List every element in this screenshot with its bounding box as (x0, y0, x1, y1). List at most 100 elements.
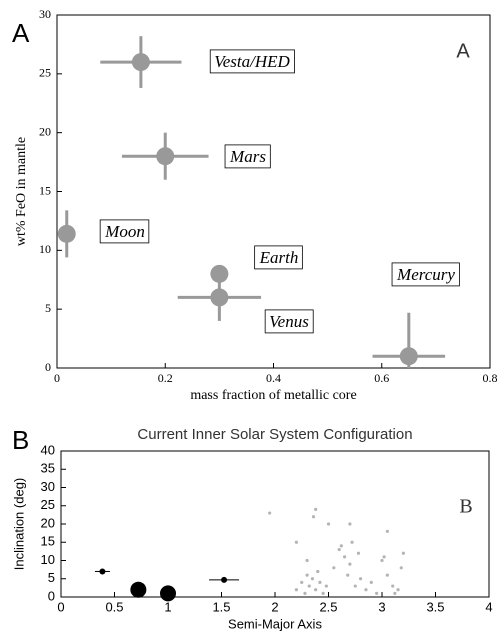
y-tick-label: 25 (39, 66, 51, 80)
panel-label: B (12, 425, 29, 455)
point (156, 147, 175, 166)
asteroid-point (342, 555, 347, 559)
asteroid-point (318, 580, 322, 585)
asteroid-point (346, 573, 350, 577)
point-label: Vesta/HED (214, 52, 290, 71)
asteroid-point (305, 573, 309, 577)
asteroid-point (356, 551, 361, 555)
label-box (99, 219, 150, 244)
x-tick-label: 4 (485, 599, 492, 614)
y-tick-label: 0 (45, 360, 51, 374)
y-axis-label: wt% FeO in mantle (14, 137, 29, 246)
asteroid-point (307, 584, 311, 588)
panel-label: A (12, 18, 30, 48)
series (57, 36, 446, 368)
x-tick-label: 3.5 (426, 599, 444, 614)
y-tick-label: 35 (41, 461, 55, 476)
y-tick-label: 5 (45, 301, 51, 315)
asteroid-point (337, 547, 341, 552)
asteroid-point (300, 580, 304, 585)
label-box (391, 262, 460, 287)
asteroid-point (339, 544, 343, 548)
y-tick-label: 10 (39, 242, 51, 256)
y-tick-label: 20 (41, 515, 55, 530)
asteroid-point (350, 540, 354, 544)
asteroid-point (382, 555, 386, 559)
asteroid-point (310, 577, 315, 581)
asteroid-point (391, 584, 395, 588)
point (221, 576, 228, 583)
x-tick-label: 1.5 (212, 599, 230, 614)
plot-frame (60, 450, 490, 598)
x-tick-label: 2 (271, 599, 278, 614)
x-tick-label: 1 (164, 599, 171, 614)
label-box (264, 309, 314, 334)
y-tick-label: 0 (48, 588, 55, 603)
point-label: Mercury (396, 265, 455, 284)
asteroid-point (268, 511, 272, 515)
label-box (254, 245, 303, 270)
y-tick-label: 15 (41, 534, 55, 549)
point (399, 347, 418, 366)
asteroid-point (326, 522, 331, 526)
asteroid-point (385, 529, 389, 533)
asteroid-point (348, 522, 352, 526)
asteroid-point (399, 566, 403, 570)
point-label: Earth (259, 248, 299, 267)
y-tick-label: 20 (39, 124, 51, 138)
asteroid-point (324, 584, 328, 588)
asteroid-point (294, 540, 298, 544)
y-tick-label: 30 (41, 479, 55, 494)
x-tick-label: 3 (378, 599, 385, 614)
series (268, 507, 405, 595)
asteroid-point (311, 515, 316, 519)
point-label: Venus (269, 312, 309, 331)
y-tick-label: 25 (41, 497, 55, 512)
y-tick-label: 40 (41, 442, 55, 457)
point (130, 581, 147, 598)
label-box (224, 144, 271, 169)
asteroid-point (375, 591, 379, 595)
x-tick-label: 2.5 (319, 599, 337, 614)
y-tick-label: 5 (48, 570, 55, 585)
y-axis-label: Inclination (deg) (11, 478, 26, 571)
asteroid-point (294, 588, 298, 592)
asteroid-point (321, 591, 325, 595)
x-axis-label: Semi-Major Axis (228, 616, 322, 631)
asteroid-point (303, 591, 307, 595)
point (210, 288, 229, 307)
asteroid-point (316, 569, 320, 574)
series (94, 568, 240, 602)
y-tick-label: 15 (39, 183, 51, 197)
x-tick-label: 0.5 (105, 599, 123, 614)
x-tick-label: 0.6 (374, 371, 389, 385)
x-tick-label: 0 (54, 371, 60, 385)
x-tick-label: 0.8 (483, 371, 498, 385)
x-tick-label: 0.2 (158, 371, 173, 385)
label-box (209, 49, 295, 74)
point (99, 568, 106, 575)
point (131, 53, 150, 72)
asteroid-point (393, 591, 397, 595)
asteroid-point (401, 551, 405, 555)
point (160, 585, 176, 602)
asteroid-point (380, 558, 384, 563)
asteroid-point (396, 588, 400, 592)
asteroid-point (385, 573, 389, 577)
asteroid-point (364, 588, 368, 592)
y-tick-label: 30 (39, 7, 51, 21)
point-label: Moon (104, 222, 145, 241)
asteroid-point (305, 558, 309, 563)
chart-title: Current Inner Solar System Configuration (137, 426, 412, 443)
asteroid-point (314, 507, 318, 511)
point-label: Mars (229, 147, 266, 166)
inset-label: A (456, 40, 470, 62)
y-tick-label: 10 (41, 552, 55, 567)
asteroid-point (314, 588, 318, 592)
asteroid-point (332, 566, 336, 570)
x-axis-label: mass fraction of metallic core (190, 388, 356, 403)
inset-label: B (459, 496, 472, 518)
asteroid-point (348, 562, 352, 566)
x-tick-label: 0.4 (266, 371, 281, 385)
